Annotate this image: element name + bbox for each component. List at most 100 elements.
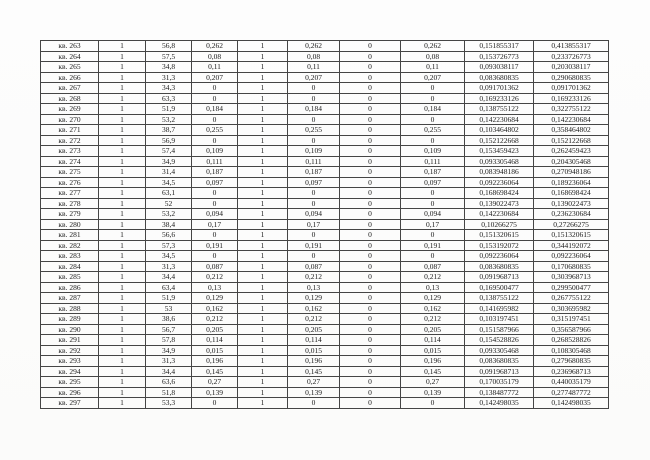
table-row: кв. 282 1 57,3 0,191 1 0,191 0 0,191 0,153192072…	[40, 239, 609, 251]
table-cell: 0,015	[400, 344, 465, 356]
table-cell: 1	[98, 271, 146, 283]
table-cell: 0,17	[400, 218, 465, 230]
table-cell: 56,7	[145, 323, 192, 335]
table-cell: 0,11	[400, 61, 465, 73]
row-label-cell: кв. 286	[40, 281, 99, 293]
table-cell: 1	[237, 292, 288, 304]
row-label-cell: кв. 287	[40, 292, 99, 304]
table-cell: 1	[237, 323, 288, 335]
table-cell: 0,212	[287, 313, 340, 325]
table-cell: 1	[98, 313, 146, 325]
table-cell: 1	[98, 208, 146, 220]
table-cell: 1	[98, 124, 146, 136]
table-cell: 1	[237, 50, 288, 62]
table-cell: 0	[400, 113, 465, 125]
table-row: кв. 276 1 34,5 0,097 1 0,097 0 0,097 0,092236064…	[40, 176, 609, 188]
row-label-cell: кв. 296	[40, 386, 99, 398]
table-cell: 0,168698424	[533, 187, 609, 199]
table-row: кв. 286 1 63,4 0,13 1 0,13 0 0,13 0,169500477 0,2…	[40, 281, 609, 293]
table-cell: 0	[400, 82, 465, 94]
table-cell: 51,9	[145, 292, 192, 304]
table-cell: 1	[237, 208, 288, 220]
table-cell: 57,4	[145, 145, 192, 157]
table-cell: 1	[237, 61, 288, 73]
table-cell: 0,152122668	[533, 134, 609, 146]
table-cell: 1	[237, 313, 288, 325]
row-label-cell: кв. 264	[40, 50, 99, 62]
table-cell: 38,4	[145, 218, 192, 230]
data-table: кв. 263 1 56,8 0,262 1 0,262 0 0,262 0,151855317…	[40, 40, 609, 409]
table-cell: 0,129	[191, 292, 238, 304]
table-cell: 0,196	[287, 355, 340, 367]
table-row: кв. 277 1 63,1 0 1 0 0 0 0,168698424 0,168698424	[40, 187, 609, 199]
table-row: кв. 264 1 57,5 0,08 1 0,08 0 0,08 0,153726773 0,2…	[40, 50, 609, 62]
row-label-cell: кв. 284	[40, 260, 99, 272]
table-cell: 0,153459423	[464, 145, 534, 157]
table-cell: 1	[237, 218, 288, 230]
table-cell: 0,322755122	[533, 103, 609, 115]
row-label-cell: кв. 281	[40, 229, 99, 241]
table-cell: 0	[339, 50, 401, 62]
table-row: кв. 292 1 34,9 0,015 1 0,015 0 0,015 0,093305468…	[40, 344, 609, 356]
table-cell: 0,083948186	[464, 166, 534, 178]
table-cell: 0	[339, 197, 401, 209]
table-cell: 1	[98, 176, 146, 188]
table-cell: 0,094	[287, 208, 340, 220]
table-cell: 0,169233126	[533, 92, 609, 104]
row-label-cell: кв. 276	[40, 176, 99, 188]
table-cell: 0	[400, 397, 465, 409]
table-cell: 0,303968713	[533, 271, 609, 283]
table-cell: 38,7	[145, 124, 192, 136]
table-cell: 0,27	[400, 376, 465, 388]
table-cell: 0	[191, 187, 238, 199]
table-cell: 51,9	[145, 103, 192, 115]
row-label-cell: кв. 290	[40, 323, 99, 335]
table-cell: 0,151320615	[464, 229, 534, 241]
table-cell: 0,290680835	[533, 71, 609, 83]
table-cell: 0,205	[400, 323, 465, 335]
table-cell: 1	[237, 176, 288, 188]
table-cell: 0	[339, 250, 401, 262]
table-cell: 1	[237, 113, 288, 125]
table-cell: 0,091701362	[464, 82, 534, 94]
table-cell: 0	[339, 40, 401, 52]
table-row: кв. 275 1 31,4 0,187 1 0,187 0 0,187 0,083948186…	[40, 166, 609, 178]
table-cell: 0,093305468	[464, 155, 534, 167]
table-cell: 0,196	[191, 355, 238, 367]
table-cell: 1	[98, 155, 146, 167]
table-cell: 0	[339, 61, 401, 73]
table-cell: 0,111	[287, 155, 340, 167]
table-cell: 0,141695982	[464, 302, 534, 314]
table-cell: 1	[237, 260, 288, 272]
table-cell: 0,094	[191, 208, 238, 220]
table-cell: 0,262	[191, 40, 238, 52]
table-cell: 0,145	[191, 365, 238, 377]
table-cell: 1	[237, 250, 288, 262]
table-cell: 1	[98, 197, 146, 209]
table-cell: 0,083680835	[464, 355, 534, 367]
table-cell: 56,8	[145, 40, 192, 52]
table-cell: 0	[191, 397, 238, 409]
table-cell: 0,413855317	[533, 40, 609, 52]
table-cell: 0	[339, 229, 401, 241]
table-cell: 0,204305468	[533, 155, 609, 167]
table-cell: 0,08	[400, 50, 465, 62]
table-cell: 1	[237, 355, 288, 367]
table-cell: 0,11	[191, 61, 238, 73]
table-cell: 0,356587966	[533, 323, 609, 335]
table-cell: 0	[287, 82, 340, 94]
table-cell: 1	[98, 134, 146, 146]
table-cell: 1	[237, 271, 288, 283]
table-cell: 31,4	[145, 166, 192, 178]
table-cell: 0	[339, 386, 401, 398]
table-cell: 0,303695982	[533, 302, 609, 314]
table-row: кв. 268 1 63,3 0 1 0 0 0 0,169233126 0,169233126	[40, 92, 609, 104]
table-cell: 0,187	[191, 166, 238, 178]
table-cell: 0,170035179	[464, 376, 534, 388]
table-cell: 0	[339, 302, 401, 314]
table-row: кв. 290 1 56,7 0,205 1 0,205 0 0,205 0,151587966…	[40, 323, 609, 335]
table-cell: 0	[191, 250, 238, 262]
table-cell: 0,270948186	[533, 166, 609, 178]
table-cell: 0	[339, 260, 401, 272]
